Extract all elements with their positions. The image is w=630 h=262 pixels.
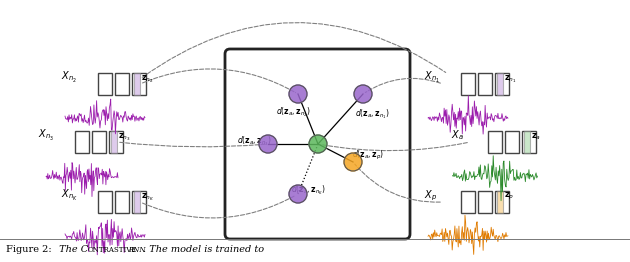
- Circle shape: [289, 85, 307, 103]
- FancyBboxPatch shape: [497, 73, 503, 95]
- Text: $\mathbf{z}_{n_K}$: $\mathbf{z}_{n_K}$: [141, 191, 154, 203]
- Text: $X_p$: $X_p$: [424, 188, 437, 203]
- Text: $X_{n_2}$: $X_{n_2}$: [61, 70, 77, 85]
- FancyBboxPatch shape: [524, 131, 530, 153]
- FancyArrowPatch shape: [355, 164, 440, 202]
- Circle shape: [289, 185, 307, 203]
- FancyBboxPatch shape: [109, 131, 123, 153]
- Text: $d(\mathbf{z}_a, \mathbf{z}_p)$: $d(\mathbf{z}_a, \mathbf{z}_p)$: [352, 149, 384, 162]
- FancyBboxPatch shape: [115, 191, 129, 213]
- Text: . The model is trained to: . The model is trained to: [143, 245, 264, 254]
- FancyArrowPatch shape: [120, 142, 265, 147]
- Text: $\mathbf{z}_{n_2}$: $\mathbf{z}_{n_2}$: [141, 73, 154, 85]
- Circle shape: [309, 135, 327, 153]
- Text: $\mathbf{z}_{n_3}$: $\mathbf{z}_{n_3}$: [118, 131, 131, 143]
- Circle shape: [354, 85, 372, 103]
- FancyArrowPatch shape: [142, 23, 445, 77]
- FancyBboxPatch shape: [111, 131, 117, 153]
- Text: $d(\mathbf{z}_a, \mathbf{z}_{n_2})$: $d(\mathbf{z}_a, \mathbf{z}_{n_2})$: [275, 105, 311, 119]
- FancyArrowPatch shape: [321, 143, 467, 151]
- FancyBboxPatch shape: [98, 191, 112, 213]
- Text: $\mathbf{z}_p$: $\mathbf{z}_p$: [504, 192, 515, 203]
- FancyBboxPatch shape: [497, 191, 503, 213]
- Text: RNN: RNN: [128, 246, 146, 254]
- Text: $X_a$: $X_a$: [451, 128, 464, 142]
- Text: $X_{n_1}$: $X_{n_1}$: [424, 70, 440, 85]
- FancyBboxPatch shape: [522, 131, 536, 153]
- FancyArrowPatch shape: [365, 78, 440, 92]
- FancyBboxPatch shape: [75, 131, 89, 153]
- Text: $\mathbf{z}_{n_1}$: $\mathbf{z}_{n_1}$: [504, 73, 517, 85]
- FancyBboxPatch shape: [92, 131, 106, 153]
- Text: $\mathbf{z}_a$: $\mathbf{z}_a$: [531, 131, 541, 141]
- FancyBboxPatch shape: [488, 131, 502, 153]
- FancyBboxPatch shape: [478, 73, 492, 95]
- FancyBboxPatch shape: [132, 73, 146, 95]
- FancyBboxPatch shape: [461, 73, 475, 95]
- Text: $X_{n_K}$: $X_{n_K}$: [61, 188, 78, 203]
- FancyArrowPatch shape: [142, 195, 295, 218]
- Circle shape: [344, 153, 362, 171]
- FancyBboxPatch shape: [495, 73, 509, 95]
- Text: ONTRASTIVE: ONTRASTIVE: [88, 246, 137, 254]
- FancyArrowPatch shape: [142, 69, 295, 93]
- Text: $d(\mathbf{z}_a, \mathbf{z}_{n_1})$: $d(\mathbf{z}_a, \mathbf{z}_{n_1})$: [355, 107, 390, 121]
- Circle shape: [259, 135, 277, 153]
- FancyBboxPatch shape: [461, 191, 475, 213]
- FancyBboxPatch shape: [134, 73, 140, 95]
- FancyBboxPatch shape: [495, 191, 509, 213]
- FancyBboxPatch shape: [134, 191, 140, 213]
- FancyBboxPatch shape: [115, 73, 129, 95]
- Text: Figure 2:: Figure 2:: [6, 245, 52, 254]
- FancyBboxPatch shape: [98, 73, 112, 95]
- Text: $d(\mathbf{z}_a, \mathbf{z}_{n_3})$: $d(\mathbf{z}_a, \mathbf{z}_{n_3})$: [237, 134, 272, 148]
- FancyBboxPatch shape: [478, 191, 492, 213]
- Text: The C: The C: [56, 245, 88, 254]
- Text: $d(\mathbf{z}_a, \mathbf{z}_{n_K})$: $d(\mathbf{z}_a, \mathbf{z}_{n_K})$: [290, 183, 326, 197]
- FancyBboxPatch shape: [505, 131, 519, 153]
- FancyBboxPatch shape: [225, 49, 410, 239]
- Text: $X_{n_3}$: $X_{n_3}$: [38, 128, 54, 143]
- FancyBboxPatch shape: [132, 191, 146, 213]
